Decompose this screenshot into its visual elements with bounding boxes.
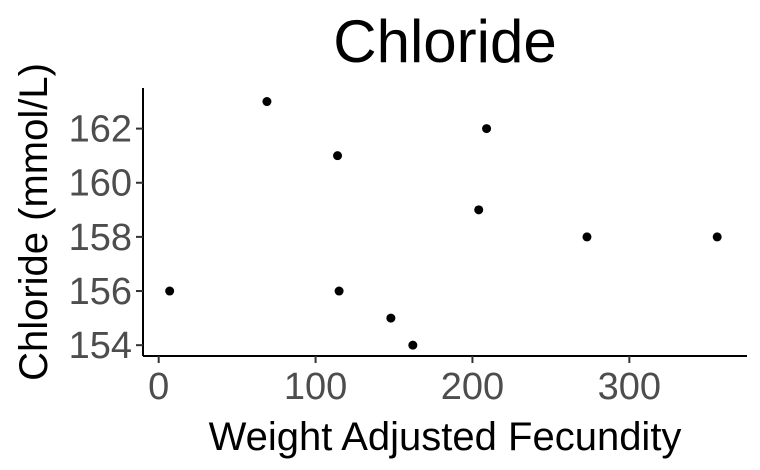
y-tick-label: 154 [69,325,132,367]
data-points [165,97,722,350]
y-axis-title: Chloride (mmol/L) [12,63,56,381]
data-point [408,340,418,350]
y-tick-label: 158 [69,217,132,259]
x-axis-ticks: 0 100 200 300 [148,356,661,408]
data-point [165,286,175,296]
data-point [333,151,343,161]
y-axis-ticks: 154 156 158 160 162 [69,109,143,367]
x-axis-title: Weight Adjusted Fecundity [209,415,682,459]
data-point [582,232,592,242]
y-tick-label: 162 [69,109,132,151]
data-point [474,205,484,215]
data-point [334,286,344,296]
x-tick-label: 0 [148,366,169,408]
data-point [386,313,396,323]
x-tick-label: 200 [441,366,504,408]
x-tick-label: 100 [284,366,347,408]
data-point [482,124,492,134]
data-point [262,97,272,107]
y-tick-label: 156 [69,271,132,313]
chart-title: Chloride [333,8,556,75]
y-tick-label: 160 [69,163,132,205]
x-tick-label: 300 [598,366,661,408]
data-point [712,232,722,242]
plot-area: 154 156 158 160 162 0 100 200 300 [69,88,747,408]
